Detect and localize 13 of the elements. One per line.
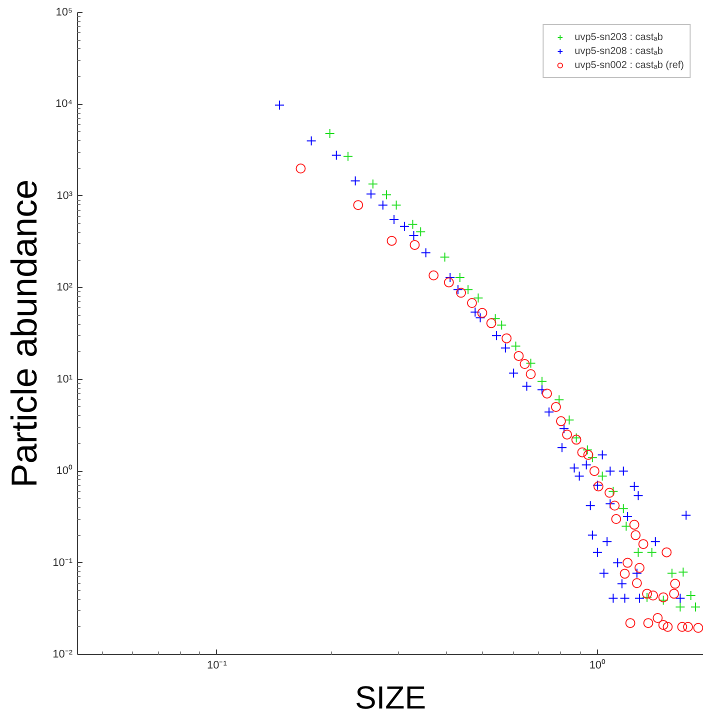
y-tick-label: 10³	[56, 190, 73, 202]
y-axis-title: Particle abundance	[4, 179, 45, 488]
y-tick-label: 10¹	[56, 373, 73, 386]
y-tick-label: 10⁻²	[52, 648, 73, 660]
legend-label: uvp5-sn002 : castₐb (ref)	[574, 59, 684, 71]
y-tick-label: 10⁰	[56, 464, 73, 478]
legend-label: uvp5-sn208 : castₐb	[574, 45, 663, 57]
y-tick-label: 10²	[56, 282, 73, 294]
y-tick-label: 10⁵	[56, 6, 72, 18]
y-tick-label: 10⁴	[56, 98, 73, 110]
y-tick-label: 10⁻¹	[52, 556, 73, 569]
x-axis-title: SIZE	[354, 680, 426, 716]
legend-label: uvp5-sn203 : castₐb	[574, 31, 663, 43]
